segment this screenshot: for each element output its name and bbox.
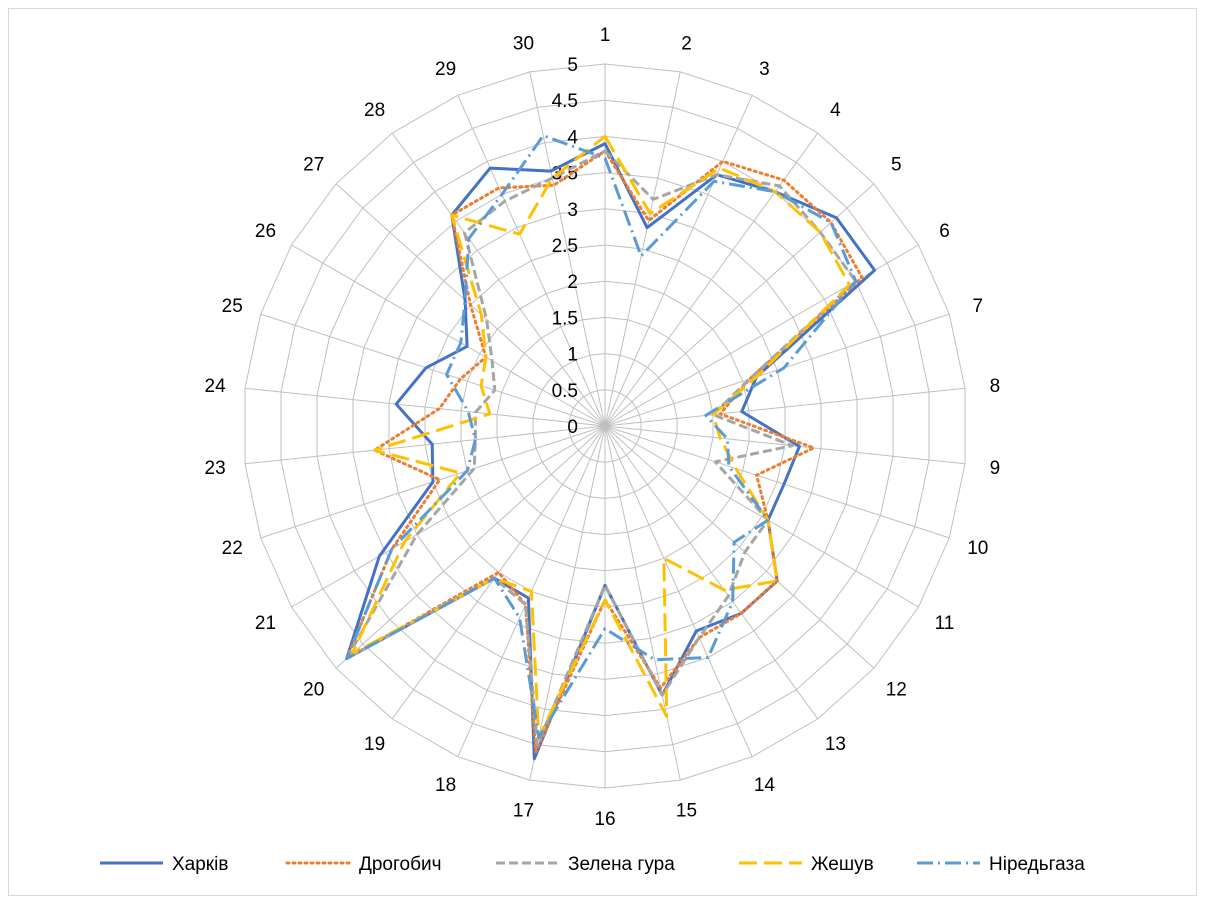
radial-tick-label: 1.5: [552, 308, 578, 329]
category-label: 28: [364, 100, 385, 121]
category-label: 20: [303, 679, 324, 700]
grid-spoke: [335, 425, 606, 669]
series-line: [345, 134, 858, 740]
series-line: [350, 134, 851, 740]
category-label: 10: [967, 538, 988, 559]
series-line: [345, 142, 877, 761]
radial-axis-ticks: 00.511.522.533.544.55: [552, 55, 579, 438]
radar-grid: [244, 63, 966, 789]
category-label: 21: [255, 613, 276, 634]
category-label: 9: [990, 458, 1001, 479]
category-label: 29: [435, 59, 456, 80]
chart-frame: [8, 8, 1197, 896]
grid-spoke: [604, 425, 875, 669]
category-label: 23: [205, 458, 226, 479]
category-label: 2: [681, 34, 692, 55]
series-lines: [345, 134, 877, 761]
grid-spoke: [604, 425, 950, 539]
category-label: 12: [886, 679, 907, 700]
category-label: 6: [939, 221, 950, 242]
category-label: 26: [255, 221, 276, 242]
series-line: [345, 149, 858, 747]
legend-label: Харків: [172, 854, 228, 875]
radial-tick-label: 2.5: [552, 236, 578, 257]
legend-label: Дрогобич: [359, 854, 441, 875]
series-line: [345, 149, 864, 754]
radial-tick-label: 0: [567, 417, 578, 438]
grid-spoke: [260, 313, 606, 427]
category-label: 22: [222, 538, 243, 559]
grid-spoke: [457, 95, 606, 427]
grid-spoke: [604, 387, 966, 427]
category-label: 1: [600, 25, 611, 46]
grid-spoke: [604, 425, 919, 608]
category-label: 14: [754, 775, 776, 796]
grid-spoke: [291, 425, 606, 608]
category-labels: 1 234567891011121314151617181920212223242…: [205, 25, 1001, 830]
radial-tick-label: 2: [567, 272, 578, 293]
legend-label: Зелена гура: [568, 854, 675, 875]
legend: Харків Дрогобич Зелена гура Жешув Ніредьгаза: [100, 854, 1085, 875]
category-label: 8: [990, 376, 1001, 397]
legend-label: Жешув: [811, 854, 874, 875]
category-label: 3: [759, 59, 770, 80]
grid-spoke: [604, 425, 681, 781]
grid-spoke: [604, 313, 950, 427]
category-label: 5: [891, 155, 902, 176]
radial-tick-label: 0.5: [552, 381, 578, 402]
radial-tick-label: 4.5: [552, 91, 578, 112]
grid-spoke: [391, 132, 606, 427]
category-label: 11: [935, 613, 955, 634]
grid-spoke: [604, 244, 919, 427]
radial-tick-label: 3: [567, 200, 578, 221]
grid-spoke: [244, 387, 606, 427]
grid-spoke: [244, 425, 606, 465]
category-label: 19: [364, 734, 385, 755]
radial-tick-label: 1: [567, 345, 578, 366]
grid-spoke: [604, 71, 681, 427]
category-label: 24: [205, 376, 227, 397]
grid-spoke: [529, 71, 606, 427]
category-label: 17: [513, 800, 534, 821]
grid-spoke: [604, 132, 819, 427]
radial-tick-label: 4: [567, 127, 578, 148]
legend-label: Ніредьгаза: [989, 854, 1085, 875]
radial-tick-label: 5: [567, 55, 578, 76]
grid-spoke: [604, 425, 966, 465]
grid-spoke: [604, 425, 753, 757]
grid-spoke: [604, 425, 819, 720]
category-label: 13: [825, 734, 846, 755]
grid-spoke: [291, 244, 606, 427]
category-label: 7: [973, 296, 984, 317]
category-label: 4: [830, 100, 841, 121]
grid-spoke: [604, 95, 753, 427]
category-label: 15: [676, 800, 697, 821]
category-label: 18: [435, 775, 456, 796]
category-label: 16: [594, 809, 615, 830]
grid-spoke: [604, 183, 875, 427]
category-label: 27: [303, 155, 324, 176]
category-label: 30: [513, 34, 534, 55]
category-label: 25: [222, 296, 243, 317]
grid-spoke: [529, 425, 606, 781]
